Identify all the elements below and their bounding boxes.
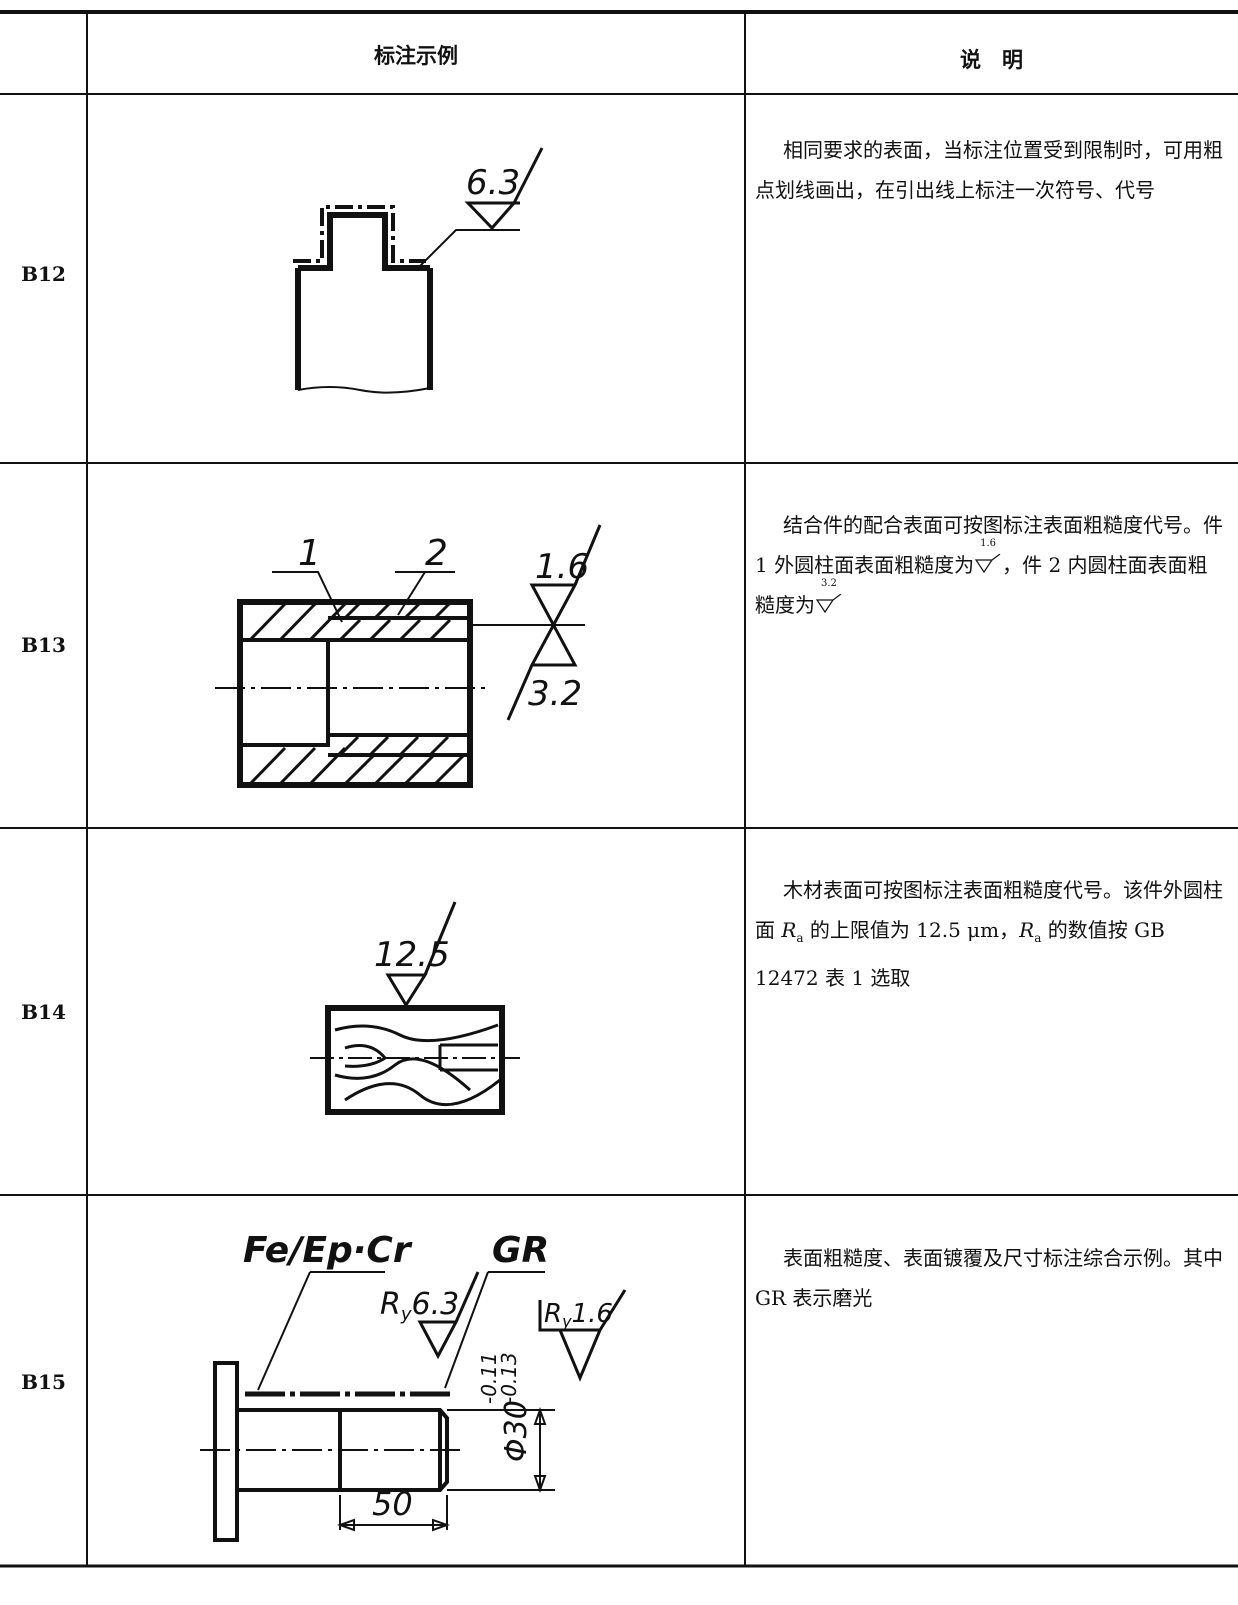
- roughness-label: 12.5: [374, 935, 450, 975]
- value: 1.6: [572, 1299, 613, 1329]
- drawing-b12-stroke: [295, 268, 433, 390]
- text: 的上限值为 12.5 μm，: [803, 918, 1020, 942]
- row-id: B13: [21, 633, 66, 657]
- param-sub: y: [561, 1312, 572, 1331]
- drawing-b15-stroke: [337, 1495, 450, 1532]
- diameter-dimension: Φ30 -0.11 -0.13: [477, 1352, 534, 1462]
- drawing-b15-stroke: [538, 1289, 627, 1382]
- roughness-label: Ry6.3: [380, 1287, 459, 1325]
- text: 相同要求的表面，当标注位置受到限制时，可用粗点划线画出，在引出线上标注一次符号、…: [755, 138, 1223, 202]
- drawing-b13-stroke: [240, 616, 470, 757]
- drawing-b15: Fe/Ep·Cr GR Ry6.3 Ry1.6 Φ30 -0.11 -0.13 …: [200, 1230, 627, 1542]
- drawing-b13: 1 2 1.6 3.2: [215, 524, 602, 788]
- table-grid: [0, 10, 1238, 1568]
- drawing-b12-stroke: [298, 212, 430, 271]
- upper-deviation: -0.11: [477, 1352, 501, 1404]
- text: 表面粗糙度、表面镀覆及尺寸标注综合示例。其中 GR 表示磨光: [755, 1246, 1223, 1310]
- coating-label: Fe/Ep·Cr: [243, 1230, 413, 1271]
- text: 的数值按 GB 12472 表 1 选取: [755, 918, 1165, 990]
- drawing-b12-stroke: [419, 229, 520, 267]
- param-sub: a: [796, 931, 804, 945]
- symbol-value: 3.2: [821, 578, 837, 589]
- param-sub: a: [1034, 931, 1042, 945]
- drawing-b15-stroke: [257, 1271, 545, 1391]
- roughness-label: Ry1.6: [544, 1299, 613, 1331]
- row-id: B12: [21, 262, 66, 286]
- drawing-b13-stroke: [272, 571, 455, 623]
- part-label: 1: [298, 533, 321, 574]
- header-example: 标注示例: [374, 43, 458, 68]
- description: 表面粗糙度、表面镀覆及尺寸标注综合示例。其中 GR 表示磨光: [755, 1238, 1225, 1318]
- lower-deviation: -0.13: [497, 1352, 521, 1404]
- roughness-label: 6.3: [466, 163, 520, 203]
- drawing-b14-stroke: [385, 901, 457, 1008]
- text: ，件 2 内圆柱面表面粗糙度为: [755, 553, 1208, 617]
- roughness-label: 3.2: [528, 674, 582, 714]
- drawing-b14-stroke: [334, 1023, 501, 1107]
- drawing-b15-stroke: [447, 1407, 555, 1493]
- diameter-label: Φ30: [499, 1400, 534, 1462]
- param: R: [380, 1287, 401, 1322]
- drawing-b14-stroke: [325, 1005, 505, 1115]
- value: 6.3: [412, 1287, 460, 1322]
- roughness-symbol: 1.6: [974, 538, 1002, 576]
- text: 结合件的配合表面可按图标注表面粗糙度代号。件 1 外圆柱面表面粗糙度为: [755, 513, 1223, 577]
- drawing-b13-stroke: [506, 524, 602, 721]
- param: R: [781, 918, 797, 942]
- text: 木材表面可按图标注表面粗糙度代号。该件外圆柱面: [755, 878, 1223, 942]
- roughness-label: 1.6: [535, 547, 589, 587]
- param: R: [1019, 918, 1035, 942]
- part-label: 2: [425, 533, 448, 574]
- drawing-b13-stroke: [248, 602, 465, 786]
- drawing-b12: 6.3: [293, 147, 544, 394]
- drawing-b12-stroke: [297, 386, 431, 394]
- description: 结合件的配合表面可按图标注表面粗糙度代号。件 1 外圆柱面表面粗糙度为 1.6 ，件…: [755, 505, 1225, 625]
- symbol-value: 1.6: [980, 538, 996, 549]
- description: 相同要求的表面，当标注位置受到限制时，可用粗点划线画出，在引出线上标注一次符号、…: [755, 130, 1225, 210]
- length-label: 50: [372, 1485, 413, 1523]
- drawing-b12-stroke: [293, 205, 426, 263]
- header-description: 说 明: [960, 47, 1023, 72]
- description: 木材表面可按图标注表面粗糙度代号。该件外圆柱面 Ra 的上限值为 12.5 μm…: [755, 870, 1225, 998]
- row-id: B15: [21, 1370, 66, 1394]
- drawing-b15-stroke: [213, 1361, 239, 1542]
- check-mark: [974, 554, 1001, 574]
- drawing-b15-stroke: [417, 1271, 480, 1360]
- drawing-b14: 12.5: [310, 901, 520, 1115]
- roughness-symbol: 3.2: [815, 578, 843, 616]
- row-id: B14: [21, 1000, 66, 1024]
- check-mark-stroke: [815, 594, 842, 614]
- drawing-b13-stroke: [237, 599, 473, 788]
- param: R: [544, 1299, 562, 1329]
- check-mark: [815, 594, 842, 614]
- check-mark-stroke: [974, 554, 1001, 574]
- finish-label: GR: [492, 1230, 549, 1271]
- param-sub: y: [400, 1304, 412, 1325]
